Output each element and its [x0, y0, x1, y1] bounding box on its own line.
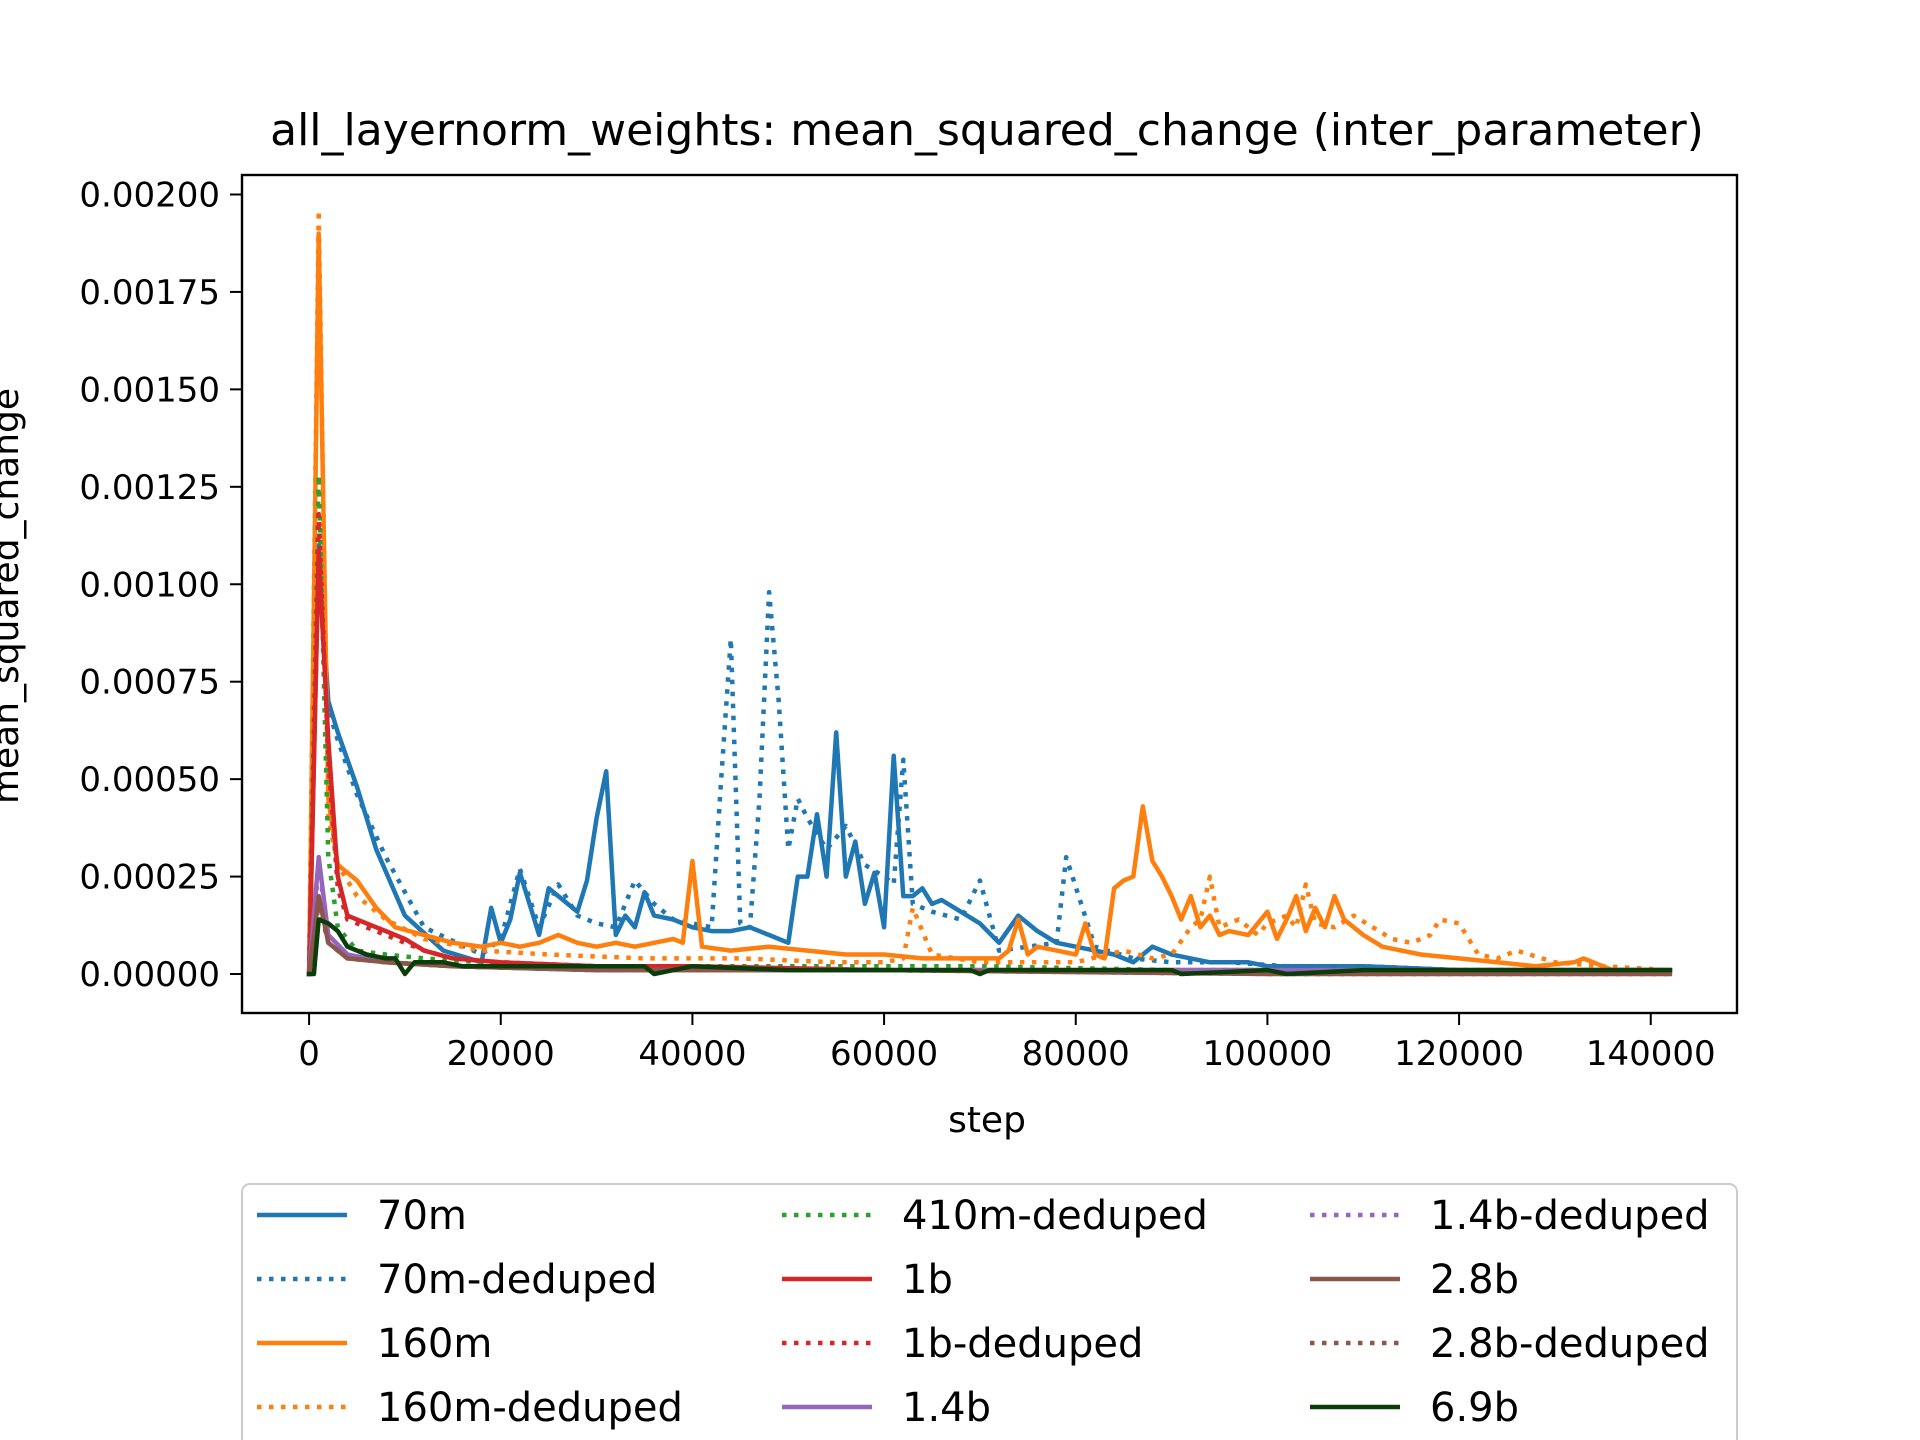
- y-tick-label: 0.00075: [79, 663, 220, 703]
- legend-label-70m-deduped: 70m-deduped: [377, 1257, 657, 1303]
- x-tick-label: 40000: [638, 1034, 746, 1074]
- series-layer: [306, 207, 1673, 977]
- legend-label-2.8b: 2.8b: [1430, 1257, 1519, 1303]
- legend-label-1.4b-deduped: 1.4b-deduped: [1430, 1193, 1710, 1239]
- x-tick-label: 20000: [447, 1034, 555, 1074]
- series-line-70m-deduped: [306, 523, 1670, 975]
- y-tick-label: 0.00100: [79, 565, 220, 605]
- legend-label-410m-deduped: 410m-deduped: [902, 1193, 1208, 1239]
- x-axis: 0 20000 40000 60000 80000 100000 120000 140000: [298, 1013, 1716, 1074]
- legend-label-160m-deduped: 160m-deduped: [377, 1385, 683, 1431]
- y-tick-label: 0.00175: [79, 273, 220, 313]
- x-tick-label: 100000: [1203, 1034, 1333, 1074]
- legend-label-1b-deduped: 1b-deduped: [902, 1321, 1143, 1367]
- chart-title: all_layernorm_weights: mean_squared_chan…: [270, 105, 1704, 156]
- x-tick-label: 60000: [830, 1034, 938, 1074]
- y-tick-label: 0.00150: [79, 370, 220, 410]
- legend-label-70m: 70m: [377, 1193, 467, 1239]
- series-line-70m: [306, 543, 1673, 977]
- series-line-160m: [306, 231, 1673, 977]
- x-tick-label: 120000: [1394, 1034, 1524, 1074]
- series-line-6.9b: [306, 917, 1673, 977]
- y-axis: 0.00000 0.00025 0.00050 0.00075 0.00100 0.001…: [79, 175, 242, 995]
- x-axis-label: step: [948, 1100, 1026, 1141]
- y-tick-label: 0.00025: [79, 858, 220, 898]
- legend-label-1b: 1b: [902, 1257, 953, 1303]
- y-tick-label: 0.00125: [79, 468, 220, 508]
- x-tick-label: 0: [298, 1034, 320, 1074]
- x-tick-label: 140000: [1586, 1034, 1716, 1074]
- legend-label-1.4b: 1.4b: [902, 1385, 991, 1431]
- legend-box: [241, 1183, 1738, 1440]
- legend: 70m 70m-deduped 160m 160m-deduped 410m-dedup…: [241, 1183, 1738, 1440]
- legend-label-160m: 160m: [377, 1321, 492, 1367]
- plot-frame: [240, 173, 1739, 1015]
- y-tick-label: 0.00000: [79, 955, 220, 995]
- legend-label-6.9b: 6.9b: [1430, 1385, 1519, 1431]
- x-tick-label: 80000: [1022, 1034, 1130, 1074]
- y-tick-label: 0.00050: [79, 760, 220, 800]
- series-line-160m-deduped: [306, 207, 1671, 975]
- y-axis-label: mean_squared_change: [0, 388, 27, 804]
- legend-label-2.8b-deduped: 2.8b-deduped: [1430, 1321, 1710, 1367]
- y-tick-label: 0.00200: [79, 175, 220, 215]
